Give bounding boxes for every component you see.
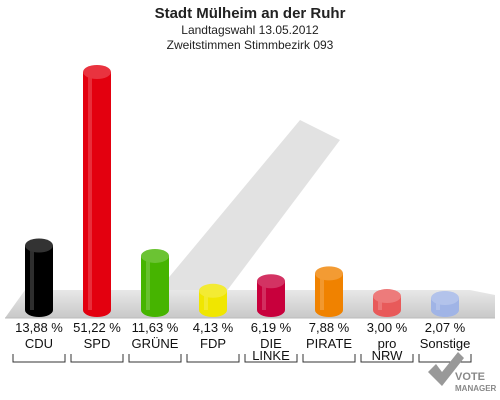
bar-7: [431, 291, 459, 317]
category-bracket: [360, 354, 414, 363]
category-bracket: [70, 354, 124, 363]
bar-top: [315, 266, 343, 281]
category-bracket: [128, 354, 182, 363]
bar-body: [315, 273, 343, 317]
category-bracket: [418, 354, 472, 363]
category-bracket: [12, 354, 66, 363]
category-bracket: [186, 354, 240, 363]
bar-top: [141, 248, 169, 263]
bar-body: [199, 290, 227, 317]
category-label: pro: [378, 336, 397, 351]
category-label: FDP: [200, 336, 226, 351]
bar-body: [83, 72, 111, 317]
bars-group: [25, 65, 459, 317]
bar-top: [257, 274, 285, 289]
value-label: 13,88 %: [15, 320, 63, 335]
bar-body: [257, 281, 285, 317]
floor-shadow: [5, 290, 495, 318]
category-bracket: [302, 354, 356, 363]
bar-highlight: [204, 290, 208, 310]
category-label: LINKE: [252, 348, 290, 363]
background-chevron-shape: [150, 120, 340, 300]
bar-highlight: [320, 273, 324, 310]
category-label: PIRATE: [306, 336, 352, 351]
value-label: 51,22 %: [73, 320, 121, 335]
logo-manager-text: MANAGER: [455, 384, 497, 393]
bar-top: [25, 238, 53, 253]
chart-subtitle-district: Zweitstimmen Stimmbezirk 093: [167, 38, 334, 52]
bar-highlight: [30, 245, 34, 310]
category-bracket: [244, 354, 298, 363]
category-label: SPD: [84, 336, 111, 351]
bar-top: [83, 65, 111, 79]
bar-top: [199, 283, 227, 298]
bar-6: [373, 289, 401, 317]
category-label: Sonstige: [420, 336, 471, 351]
chart-subtitle-date: Landtagswahl 13.05.2012: [181, 23, 319, 37]
value-label: 2,07 %: [425, 320, 466, 335]
bar-body: [25, 245, 53, 317]
value-label: 3,00 %: [367, 320, 408, 335]
logo-check-mark: [428, 352, 464, 386]
category-label: NRW: [372, 348, 404, 363]
value-labels-group: 13,88 % 51,22 % 11,63 % 4,13 % 6,19 % 7,88 % 3…: [15, 320, 466, 335]
category-label: DIE: [260, 336, 282, 351]
bar-highlight: [262, 281, 266, 310]
bar-5: [315, 266, 343, 317]
vote-manager-logo: VOTE MANAGER: [428, 352, 497, 393]
value-label: 7,88 %: [309, 320, 350, 335]
chart-title: Stadt Mülheim an der Ruhr: [155, 5, 346, 22]
value-label: 4,13 %: [193, 320, 234, 335]
bar-4: [257, 274, 285, 317]
bar-1: [83, 65, 111, 317]
bar-3: [199, 283, 227, 317]
bar-0: [25, 238, 53, 317]
category-label: GRÜNE: [132, 336, 179, 351]
bar-highlight: [146, 255, 150, 310]
logo-vote-text: VOTE: [455, 371, 485, 383]
bar-highlight: [378, 296, 382, 310]
bar-body: [141, 255, 169, 317]
bar-highlight: [88, 72, 92, 310]
value-label: 11,63 %: [132, 320, 179, 335]
bar-top: [373, 289, 401, 304]
bar-top: [431, 291, 459, 305]
category-label: CDU: [25, 336, 53, 351]
value-label: 6,19 %: [251, 320, 292, 335]
bar-2: [141, 248, 169, 317]
